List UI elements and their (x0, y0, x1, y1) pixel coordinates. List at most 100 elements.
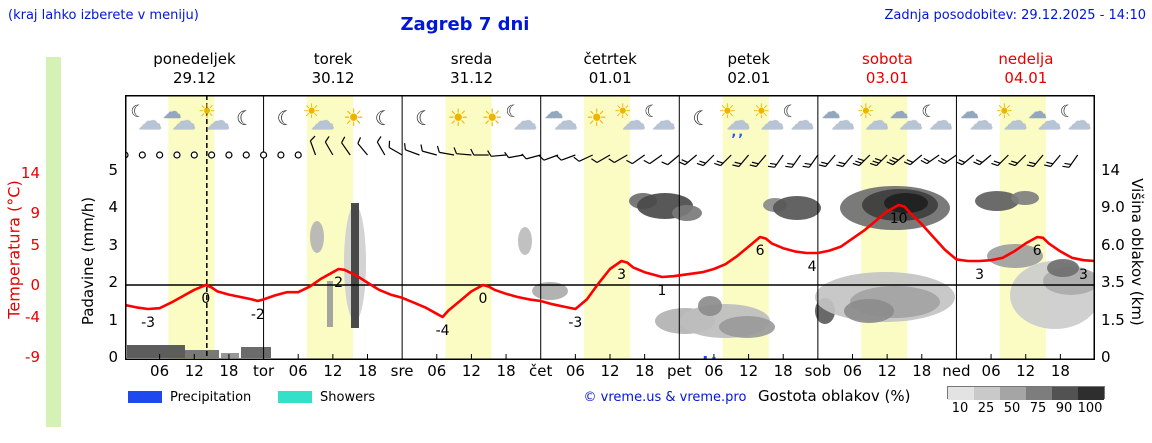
copyright-link[interactable]: © vreme.us & vreme.pro (583, 390, 747, 405)
wind-calm-icon (242, 151, 250, 159)
temperature-value-label: 3 (1079, 267, 1088, 283)
cloud-blob (241, 347, 271, 358)
last-update: Zadnja posodobitev: 29.12.2025 - 14:10 (884, 8, 1146, 23)
cloud-blob (773, 196, 821, 220)
day-date: 29.12 (173, 69, 216, 87)
wind-barb-icon (504, 151, 524, 159)
day-name: sreda (450, 50, 493, 68)
wind-barb-icon (678, 154, 697, 166)
cloud-blob (127, 345, 185, 358)
x-axis-label: 12 (1016, 362, 1036, 380)
temperature-value-label: 0 (479, 291, 488, 307)
temperature-value-label: 6 (756, 243, 765, 259)
day-date: 02.01 (727, 69, 771, 87)
wind-barb-icon (626, 154, 645, 165)
meteogram-chart: -3 0 -2 2 -4 0 -3 3 1 6 4 10 3 6 3 (125, 95, 1095, 360)
location-hint: (kraj lahko izberete v meniju) (8, 8, 199, 23)
density-step-label: 10 (951, 401, 969, 416)
density-step-label: 100 (1077, 401, 1103, 416)
wind-barb-icon (920, 154, 940, 165)
x-axis-label: pet (666, 362, 692, 380)
x-axis-labels: 06 12 18 tor 06 12 18 sre 06 12 18 čet 06 12 18 pet 06 12… (0, 362, 1152, 382)
wind-calm-icon (190, 151, 198, 159)
wind-barb-icon (324, 136, 334, 156)
tick-label: 4 (108, 198, 118, 217)
x-axis-label: sob (804, 362, 832, 380)
tick-label: 1 (108, 310, 118, 329)
wind-barb-icon (714, 154, 732, 167)
wind-calm-icon (225, 151, 233, 159)
x-axis-label: 12 (184, 362, 204, 380)
tick-label: 5 (108, 161, 118, 179)
wind-barb-icon (852, 154, 871, 167)
wind-barb-icon (1044, 154, 1061, 168)
wind-barb-icon (869, 154, 888, 167)
cloud-blob (672, 205, 702, 221)
day-header: nedelja 04.01 (956, 50, 1095, 88)
tick-label: 3 (108, 235, 118, 254)
cloud-blob (1011, 191, 1039, 205)
wind-barb-icon (341, 136, 351, 156)
day-date: 31.12 (450, 69, 494, 87)
wind-barb-icon (955, 154, 975, 166)
tick-label: 14 (20, 164, 40, 182)
cloud-blob (310, 221, 324, 253)
x-axis-label: 06 (150, 362, 170, 380)
x-axis-label: čet (529, 362, 553, 380)
cloud-blob (719, 316, 775, 338)
density-step-label: 50 (1003, 401, 1021, 416)
wind-barb-icon (436, 145, 455, 156)
day-header: torek 30.12 (264, 50, 403, 88)
wind-barb-icon (404, 143, 420, 156)
wind-barb-icon (661, 154, 680, 166)
wind-barb-icon (309, 135, 317, 156)
x-axis-label: ned (942, 362, 971, 380)
day-header: četrtek 01.01 (541, 50, 680, 88)
wind-barb-icon (696, 154, 715, 167)
wind-barb-icon (1026, 154, 1044, 168)
wind-barb-icon (470, 148, 489, 156)
x-axis-label: 18 (773, 362, 793, 380)
temperature-value-label: 2 (334, 275, 343, 291)
wind-barb-icon (487, 150, 507, 157)
wind-barb-icon (453, 147, 472, 156)
daylight-band (168, 96, 215, 359)
wind-calm-icon (277, 151, 285, 159)
tick-label: 14 (1101, 161, 1121, 179)
cloud-density-scale (947, 386, 1105, 400)
x-axis-label: 12 (739, 362, 759, 380)
wind-calm-icon (294, 151, 302, 159)
wind-barb-icon (376, 136, 386, 156)
x-axis-label: 18 (357, 362, 378, 380)
x-axis-label: 18 (219, 362, 239, 380)
wind-barb-icon (903, 154, 923, 166)
density-step (1052, 387, 1078, 400)
cloud-blob (351, 203, 359, 328)
green-strip (46, 57, 61, 427)
tick-label: 9.0 (1101, 198, 1125, 217)
cloud-blob (698, 296, 722, 316)
day-name: torek (313, 50, 353, 68)
cloud-blob (844, 299, 894, 323)
precipitation-swatch (128, 391, 162, 403)
day-date: 04.01 (1004, 69, 1048, 87)
day-date: 03.01 (865, 69, 909, 87)
wind-barb-icon (1062, 154, 1079, 168)
cloud-density-label: Gostota oblakov (%) (758, 387, 911, 405)
precipitation-label: Precipitation (170, 390, 252, 405)
temperature-value-label: 3 (975, 267, 984, 283)
wind-barb-icon (573, 154, 593, 162)
plot-frame (125, 95, 1095, 360)
wind-barb-icon (357, 137, 368, 156)
tick-label: 9 (30, 204, 40, 222)
density-step (1078, 387, 1104, 400)
cloud-blob (221, 353, 239, 358)
wind-calm-icon (156, 151, 164, 159)
legend: Precipitation Showers © vreme.us & vreme… (0, 384, 1152, 420)
day-header: ponedeljek 29.12 (125, 50, 264, 88)
x-axis-label: 06 (288, 362, 308, 380)
wind-barb-icon (521, 153, 541, 160)
wind-barb-icon (991, 154, 1009, 167)
temperature-value-label: -2 (251, 307, 265, 323)
